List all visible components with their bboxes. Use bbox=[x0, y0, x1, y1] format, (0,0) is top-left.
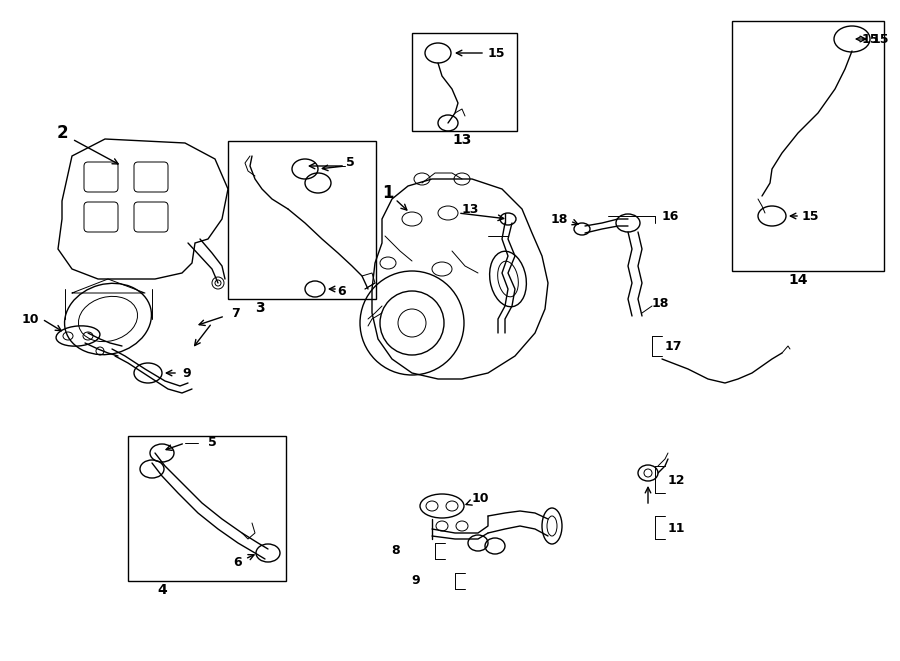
Text: 15: 15 bbox=[802, 210, 820, 223]
Text: 1: 1 bbox=[382, 184, 394, 202]
Text: 7: 7 bbox=[230, 307, 239, 319]
Text: 8: 8 bbox=[392, 545, 400, 557]
Bar bbox=[732, 21, 884, 271]
Text: 15: 15 bbox=[862, 32, 879, 46]
Text: 17: 17 bbox=[665, 340, 682, 352]
Text: 5: 5 bbox=[346, 157, 355, 169]
Text: 11: 11 bbox=[668, 522, 686, 535]
Text: 5: 5 bbox=[208, 436, 217, 449]
Text: 10: 10 bbox=[22, 313, 40, 325]
Text: 16: 16 bbox=[662, 210, 680, 223]
Text: 10: 10 bbox=[472, 492, 490, 506]
Text: 18: 18 bbox=[551, 212, 568, 225]
Text: 4: 4 bbox=[158, 583, 166, 597]
Text: 3: 3 bbox=[255, 301, 265, 315]
Text: 6: 6 bbox=[338, 284, 346, 297]
Text: 9: 9 bbox=[182, 366, 191, 379]
Text: 15: 15 bbox=[856, 32, 889, 46]
Text: 13: 13 bbox=[453, 133, 472, 147]
Text: 6: 6 bbox=[233, 557, 242, 570]
Bar bbox=[228, 141, 376, 299]
Text: 18: 18 bbox=[652, 297, 670, 309]
Text: 2: 2 bbox=[56, 124, 68, 142]
Bar bbox=[412, 33, 517, 131]
Text: 12: 12 bbox=[668, 475, 686, 488]
Bar bbox=[128, 436, 286, 581]
Text: 13: 13 bbox=[462, 202, 480, 215]
Text: 9: 9 bbox=[411, 574, 420, 588]
Text: 14: 14 bbox=[788, 273, 808, 287]
Text: 15: 15 bbox=[488, 46, 506, 59]
